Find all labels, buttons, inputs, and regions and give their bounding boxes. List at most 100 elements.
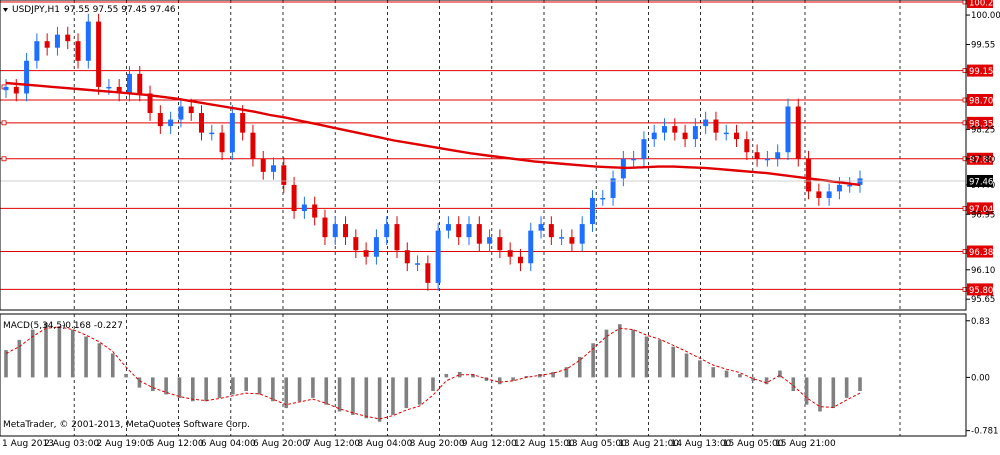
macd-histogram-bar [658, 339, 662, 378]
time-tick-label: 13 Aug 21:00 [618, 439, 679, 449]
time-tick-label: 7 Aug 12:00 [305, 439, 360, 449]
macd-histogram-bar [177, 377, 182, 398]
price-level-handle [1, 120, 7, 126]
candle-body [754, 152, 760, 159]
time-tick-label: 8 Aug 20:00 [410, 439, 465, 449]
candle-body [764, 158, 770, 161]
price-level-label: 96.38 [969, 248, 993, 258]
macd-histogram-bar [551, 371, 555, 378]
macd-histogram-bar [217, 377, 222, 398]
candle-body [497, 237, 503, 251]
price-tick-label: 96.10 [971, 266, 995, 276]
candle-body [528, 230, 534, 264]
macd-header: MACD(5,34,5) -0.168 -0.227 [3, 321, 123, 331]
price-level-handle [962, 97, 968, 103]
macd-histogram-bar [351, 377, 355, 415]
macd-histogram-bar [417, 377, 422, 405]
macd-histogram-bar [110, 353, 115, 378]
price-level-handle [1, 156, 7, 162]
candle-body [806, 158, 812, 192]
macd-histogram-bar [724, 370, 729, 378]
price-tick-label: 97.80 [971, 155, 995, 165]
macd-histogram-bar [471, 373, 475, 378]
candle-body [713, 119, 719, 133]
price-level-handle [962, 120, 968, 126]
macd-histogram-bar [698, 360, 702, 378]
chevron-down-icon[interactable] [3, 8, 8, 12]
price-level-handle [962, 68, 968, 73]
macd-histogram-bar [284, 377, 289, 409]
macd-histogram-bar [377, 377, 382, 422]
macd-histogram-bar [204, 377, 208, 402]
macd-histogram-bar [231, 377, 235, 395]
macd-histogram-bar [858, 377, 862, 392]
macd-histogram-bar [30, 329, 35, 378]
candle-body [826, 191, 832, 198]
macd-histogram-bar [497, 377, 502, 385]
macd-histogram-bar [511, 377, 515, 381]
candle-body [312, 204, 318, 218]
candle-body [106, 86, 112, 89]
macd-histogram-bar [778, 370, 782, 378]
candle-body [836, 184, 842, 192]
price-level-handle [962, 206, 968, 211]
candle-body [301, 204, 307, 212]
candle-body [734, 132, 740, 140]
price-level-label: 95.80 [969, 286, 993, 296]
macd-histogram-bar [150, 377, 155, 392]
candle-body [126, 73, 132, 94]
symbol-timeframe: USDJPY,H1 [12, 5, 60, 15]
candle-body [85, 21, 91, 61]
price-level-handle [962, 249, 968, 254]
candle-body [353, 237, 359, 251]
candle-body [209, 132, 215, 135]
candle-body [631, 158, 637, 161]
time-tick-label: 2 Aug 19:00 [96, 439, 151, 449]
candle-body [600, 197, 606, 200]
price-tick-label: 99.55 [971, 40, 995, 50]
candle-body [682, 132, 688, 140]
macd-panel: 0.83 0.00 -0.781 [4, 317, 998, 437]
candle-body [65, 34, 71, 42]
macd-tick-label: 0.00 [971, 373, 990, 383]
macd-histogram-bar [804, 377, 809, 405]
horizontal-levels[interactable]: 100.20 99.15 98.70 98.35 97.80 97.04 96.38 95.8… [0, 0, 999, 296]
macd-histogram-bar [577, 356, 582, 378]
candle-body [44, 41, 50, 48]
price-level-label: 98.35 [969, 119, 993, 129]
macd-histogram-bar [524, 376, 529, 378]
candle-body [487, 237, 493, 244]
time-tick-label: 13 Aug 05:00 [566, 439, 627, 449]
macd-histogram-bar [738, 373, 742, 378]
macd-histogram-bar [791, 377, 796, 392]
macd-histogram-bar [684, 353, 689, 378]
candle-body [384, 224, 390, 238]
candle-body [548, 224, 554, 238]
candle-body [415, 263, 421, 265]
macd-histogram-bar [711, 367, 716, 378]
macd-histogram-bar [311, 377, 315, 398]
macd-histogram-bar [97, 343, 102, 378]
candle-body [744, 139, 750, 153]
candle-body [445, 224, 451, 231]
macd-values: -0.168 -0.227 [62, 321, 123, 331]
price-level-handle [962, 287, 968, 292]
macd-histogram-bar [124, 373, 128, 378]
macd-histogram-bar [337, 377, 342, 412]
macd-histogram-bar [44, 322, 48, 378]
candle-body [538, 224, 544, 231]
macd-histogram-bar [70, 329, 75, 378]
time-tick-label: 6 Aug 20:00 [253, 439, 308, 449]
macd-histogram-bar [244, 377, 248, 392]
macd-histogram-bar [671, 346, 675, 378]
macd-histogram-bar [191, 377, 195, 402]
price-level-tag [967, 245, 993, 258]
moving-average-line [5, 81, 861, 187]
time-tick-label: 12 Aug 15:00 [514, 439, 575, 449]
macd-histogram-bar [271, 377, 275, 402]
price-level-tag [967, 0, 993, 8]
moving-average [5, 81, 861, 187]
candle-body [168, 119, 174, 127]
